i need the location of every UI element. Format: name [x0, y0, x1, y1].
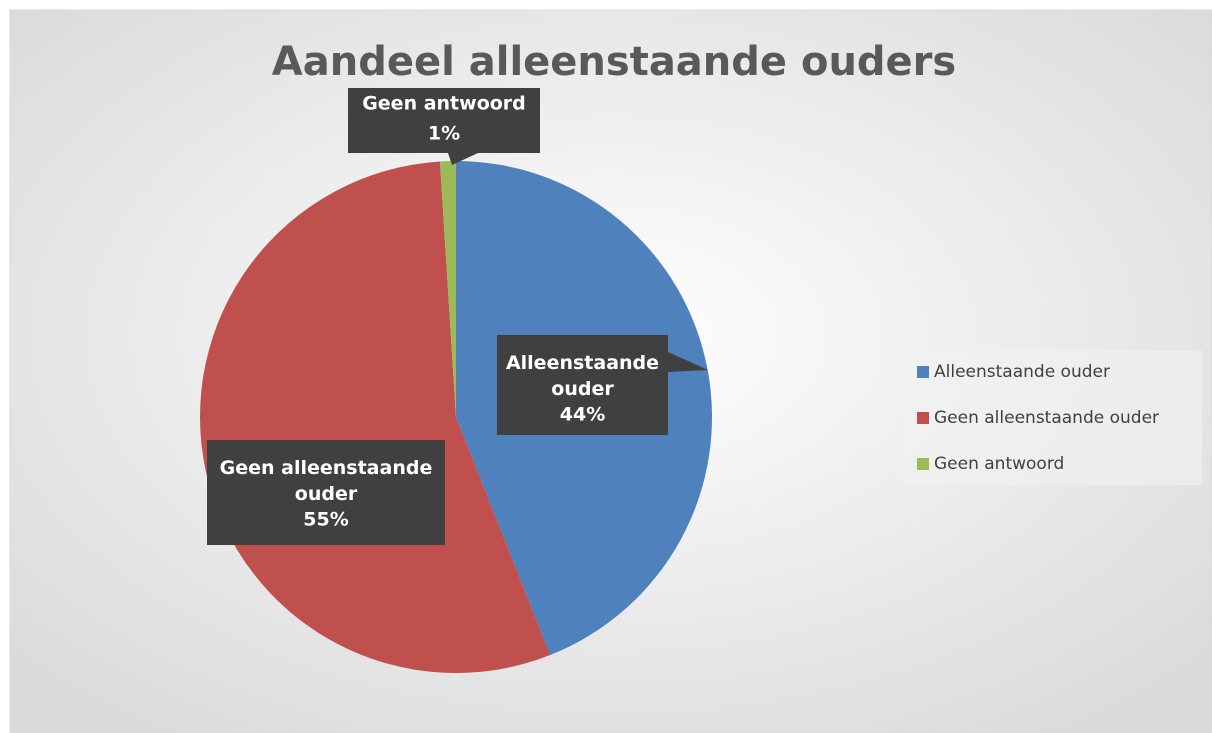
data-label-box — [207, 440, 445, 545]
pie-slice — [439, 161, 456, 417]
data-label-value: 55% — [303, 509, 348, 531]
legend-label: Alleenstaande ouder — [934, 362, 1110, 382]
label-callout — [448, 153, 478, 165]
pie-slice — [199, 161, 551, 673]
data-label-value: 44% — [560, 404, 605, 426]
data-label-box — [348, 88, 540, 153]
data-label-name: Geen alleenstaande ouder — [220, 457, 433, 505]
legend-label: Geen antwoord — [934, 454, 1064, 474]
legend-swatch — [917, 366, 929, 378]
label-callout — [668, 352, 708, 372]
data-label-name: Geen antwoord — [362, 93, 526, 115]
data-label-box — [497, 335, 668, 435]
legend — [902, 350, 1202, 485]
chart-title: Aandeel alleenstaande ouders — [272, 39, 956, 85]
data-label-name: Alleenstaande ouder — [506, 352, 659, 400]
legend-swatch — [917, 412, 929, 424]
data-label-value: 1% — [428, 123, 460, 145]
legend-label: Geen alleenstaande ouder — [934, 408, 1159, 428]
legend-swatch — [917, 458, 929, 470]
